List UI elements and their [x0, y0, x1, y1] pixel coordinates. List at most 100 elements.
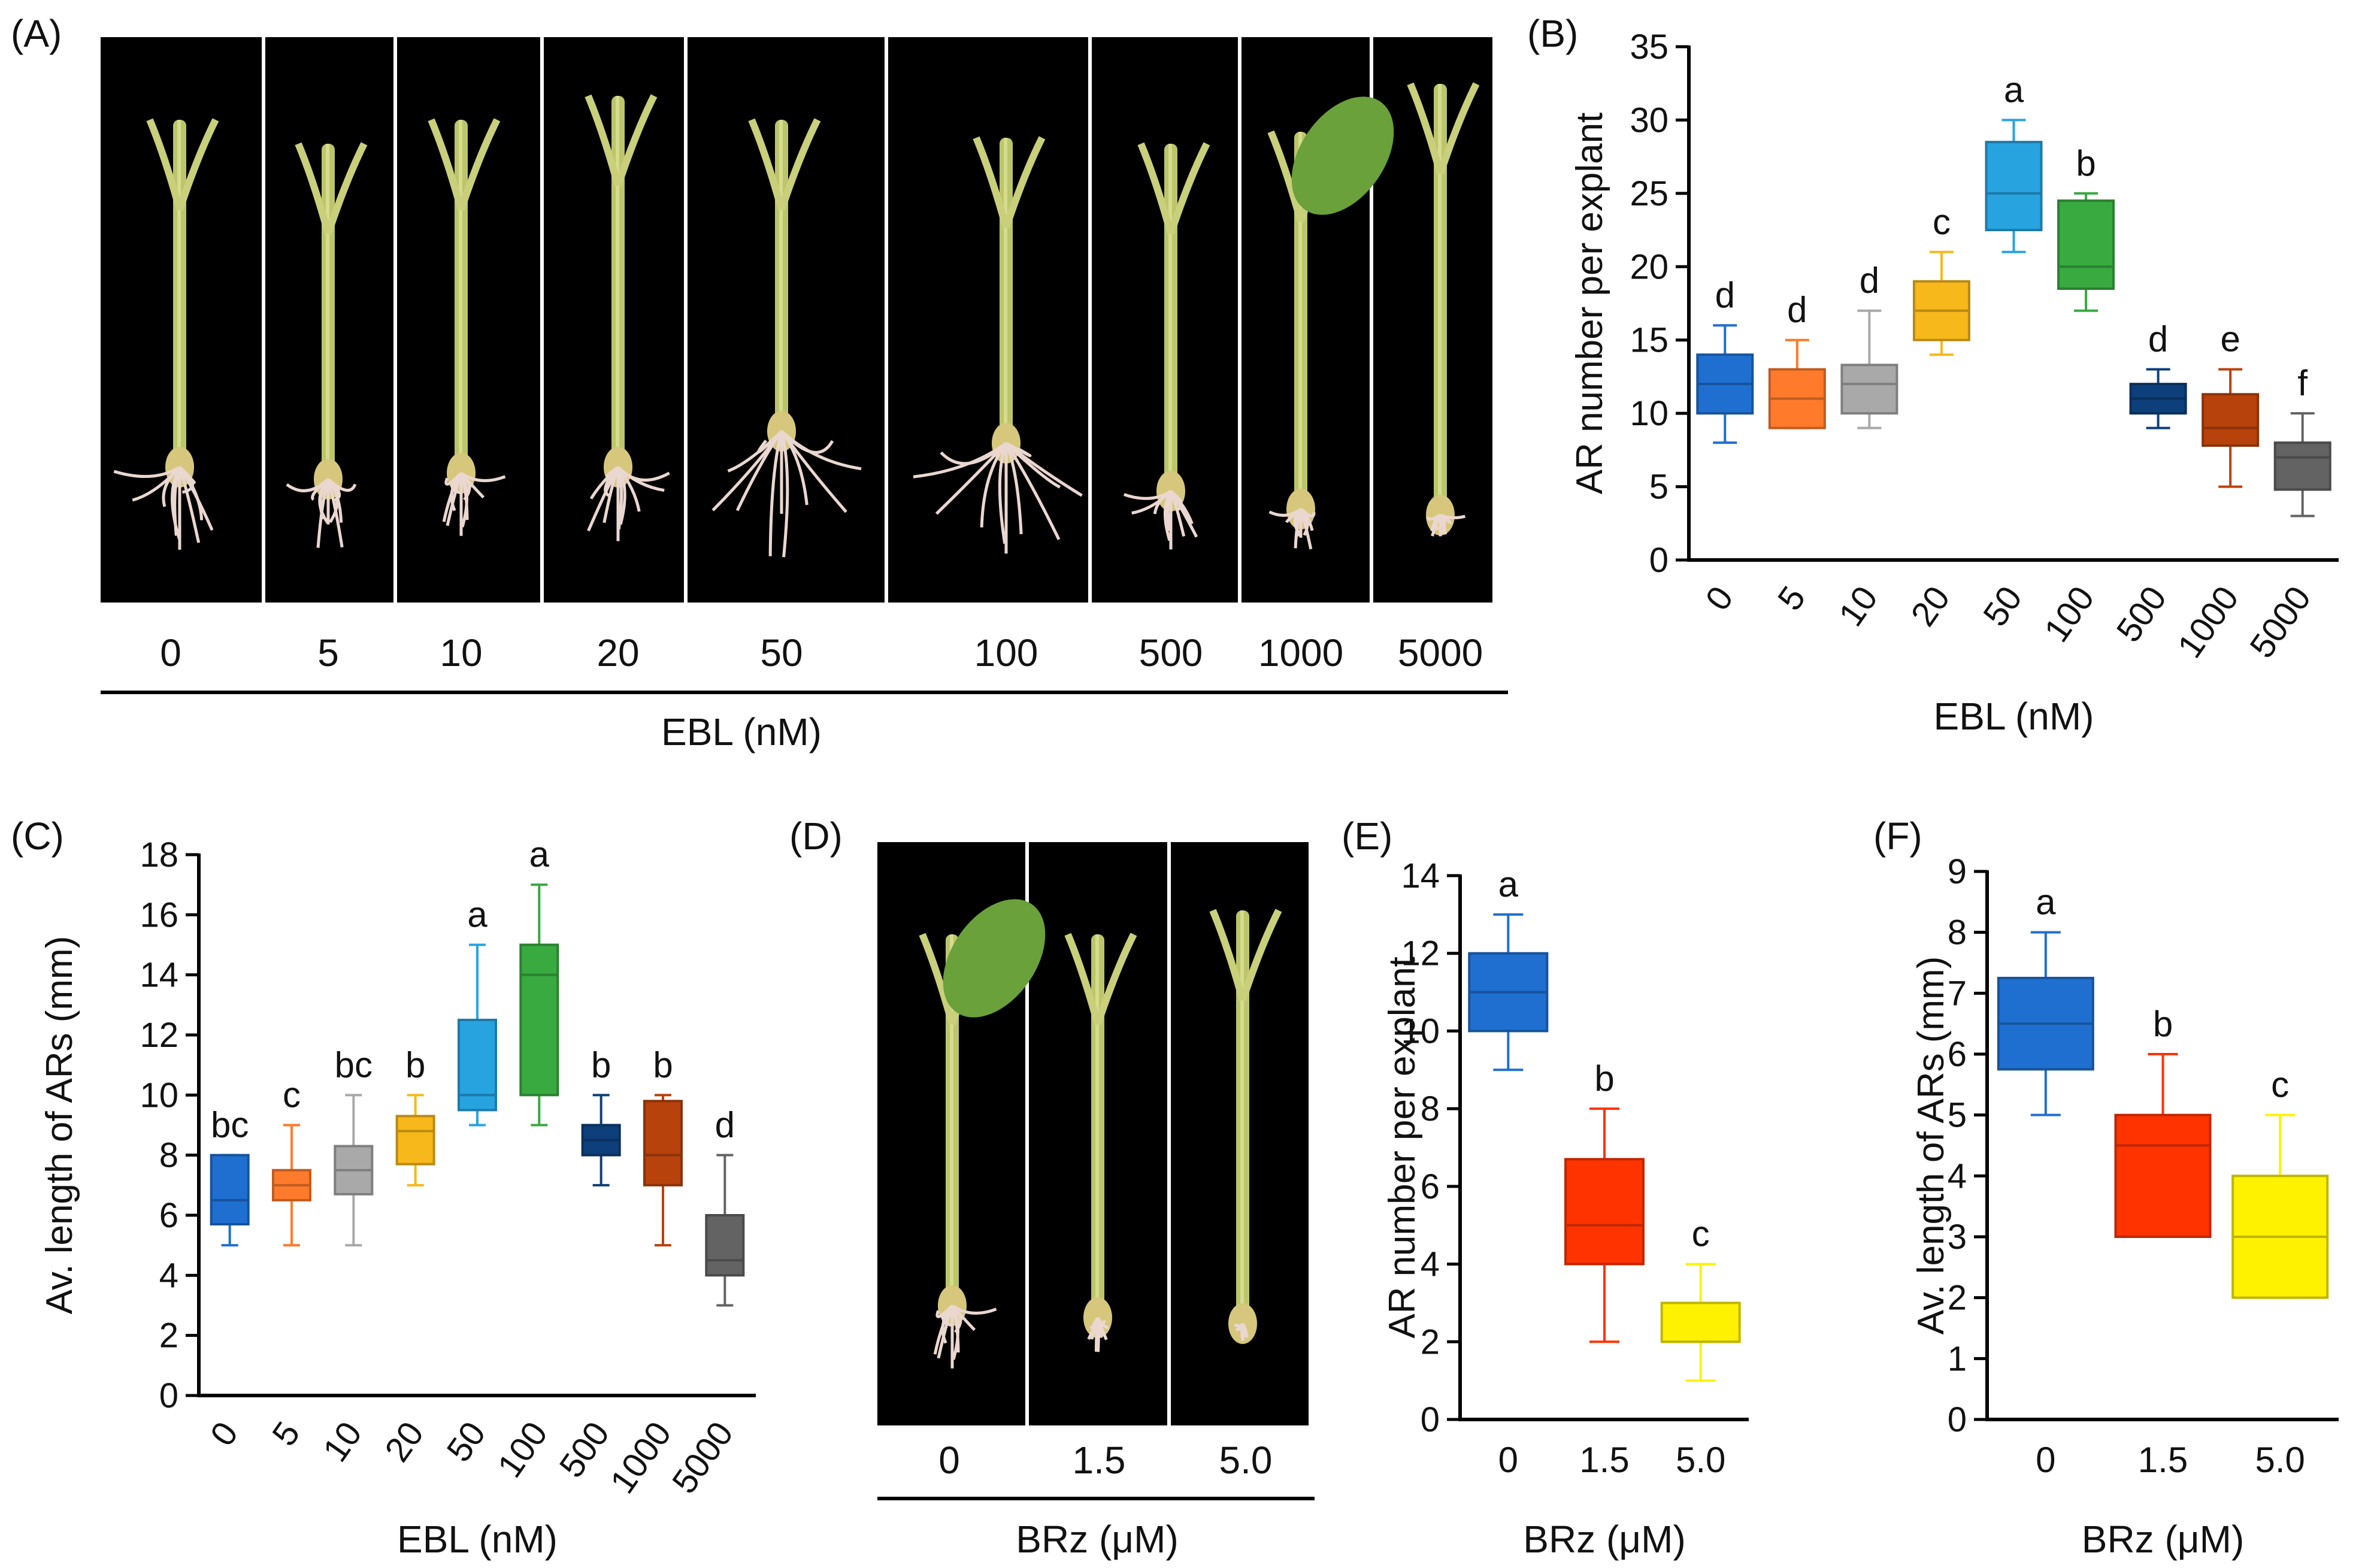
chart-e: (E) 0 2 4 6 8 10 12 14 AR number per explant a 0 b 1.… [1342, 815, 1749, 1561]
y-tick-label: 12 [1401, 934, 1440, 973]
plant-petiole [428, 118, 465, 211]
plant-root [735, 430, 783, 511]
plant-petiole [614, 94, 658, 187]
panel-a-condition-label: 100 [974, 631, 1038, 674]
plant-petiole [146, 118, 183, 211]
plant-root [460, 471, 506, 483]
significance-letter: c [2271, 1065, 2289, 1105]
y-tick-label: 5 [1948, 1096, 1967, 1135]
plant-petiole [1064, 933, 1101, 1025]
panel-d: (D) 0 1.5 5.0 BRz (μM) [789, 815, 1315, 1561]
plant-root [935, 442, 1007, 515]
x-tick-label: 1000 [2170, 579, 2246, 665]
panel-a-condition-label: 500 [1139, 631, 1203, 674]
significance-letter: b [653, 1045, 673, 1085]
box [2057, 199, 2115, 290]
panel-a-label: (A) [11, 12, 62, 55]
plant-root [1005, 441, 1032, 458]
panel-d-axis-label: BRz (μM) [1016, 1518, 1179, 1561]
x-tick-label: 1000 [602, 1415, 679, 1500]
panel-a-condition-label: 0 [160, 631, 181, 674]
plant-root [178, 467, 201, 543]
plant-petiole [919, 933, 956, 1025]
plant-stem-highlight [1240, 910, 1244, 1324]
significance-letter: bc [211, 1105, 249, 1145]
plant-root [998, 443, 1008, 544]
significance-letter: a [467, 895, 487, 935]
box [1985, 141, 2043, 232]
panel-d-condition-label: 5.0 [1219, 1439, 1273, 1482]
plant-root [327, 478, 357, 492]
plant-leaf [943, 899, 1046, 1018]
plant-petiole [325, 142, 368, 235]
y-axis-label: AR number per explant [1569, 113, 1610, 495]
y-tick-label: 15 [1630, 321, 1669, 360]
x-tick-label: 0 [1698, 579, 1741, 617]
box [643, 1100, 683, 1186]
panel-a-axis-label: EBL (nM) [661, 710, 822, 753]
plant-stem-highlight [1168, 144, 1172, 491]
plant-root [951, 1304, 997, 1315]
x-tick-label: 50 [1976, 579, 2030, 633]
significance-letter: b [2153, 1004, 2173, 1044]
plant-stem-highlight [326, 144, 329, 479]
photo-divider [1025, 842, 1029, 1425]
plant-petiole [1437, 82, 1480, 175]
chart-f: (F) 0 1 2 3 4 5 6 7 8 9 Av. length of ARs (mm) a 0 b 1.… [1873, 815, 2339, 1561]
panel-d-condition-label: 1.5 [1073, 1439, 1126, 1482]
photo-divider [1088, 37, 1092, 603]
significance-letter: a [529, 834, 550, 874]
plant-root [727, 430, 783, 473]
y-tick-label: 8 [1948, 913, 1967, 952]
plant-root [1300, 508, 1316, 518]
y-tick-label: 8 [1421, 1089, 1440, 1128]
y-tick-label: 12 [140, 1016, 178, 1055]
plant-petiole [1267, 130, 1304, 223]
y-tick-label: 8 [159, 1136, 178, 1175]
y-axis-label: AR number per explant [1382, 956, 1423, 1339]
y-tick-label: 10 [1401, 1012, 1440, 1051]
significance-letter: a [2036, 882, 2056, 922]
plant-petiole [1407, 82, 1444, 175]
panel-a-condition-label: 50 [760, 631, 803, 674]
photo-divider [1238, 37, 1241, 603]
significance-letter: a [1498, 864, 1519, 904]
significance-letter: d [1787, 290, 1807, 330]
plant-stem-highlight [1095, 934, 1099, 1318]
x-tick-label: 10 [1831, 579, 1885, 633]
plant-petiole [973, 136, 1010, 229]
y-tick-label: 0 [159, 1376, 178, 1415]
chart-c: (C) 0 2 4 6 8 10 12 14 16 18 Av. length of ARs (mm)… [11, 815, 756, 1561]
significance-letter: a [2004, 69, 2024, 110]
plant-petiole [458, 118, 501, 211]
significance-letter: c [1933, 202, 1951, 242]
box [2202, 393, 2260, 447]
x-tick-label: 0 [203, 1415, 246, 1453]
significance-letter: c [1692, 1214, 1710, 1254]
panel-a-condition-label: 20 [596, 631, 639, 674]
box [705, 1214, 745, 1277]
y-tick-label: 0 [1948, 1400, 1967, 1439]
x-tick-label: 20 [1903, 579, 1957, 633]
x-tick-label: 0 [1498, 1440, 1518, 1480]
panel-a-condition-label: 5 [317, 631, 339, 674]
plant-root [913, 441, 1007, 479]
y-tick-label: 4 [1948, 1157, 1967, 1195]
plant-root [617, 466, 670, 482]
panel-d-condition-label: 0 [938, 1439, 960, 1482]
photo-divider [684, 37, 688, 603]
plant-stem-highlight [779, 120, 783, 431]
y-tick-label: 25 [1630, 174, 1669, 213]
y-tick-label: 35 [1630, 28, 1669, 66]
x-tick-label: 0 [2036, 1440, 2055, 1480]
x-tick-label: 1.5 [1579, 1440, 1629, 1480]
significance-letter: d [1715, 275, 1735, 315]
plant-petiole [1239, 909, 1282, 1001]
significance-letter: b [2076, 143, 2096, 183]
y-tick-label: 2 [159, 1316, 178, 1355]
x-tick-label: 5 [1770, 579, 1813, 617]
x-tick-label: 20 [377, 1415, 431, 1469]
x-tick-label: 5.0 [2255, 1440, 2305, 1480]
x-tick-label: 5.0 [1676, 1440, 1725, 1480]
